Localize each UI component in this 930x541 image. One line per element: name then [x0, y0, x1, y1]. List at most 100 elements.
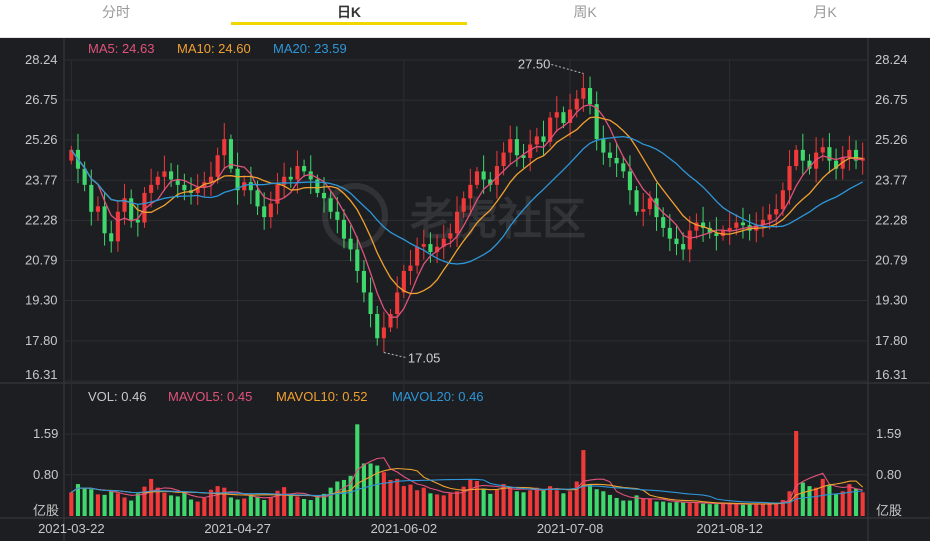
volume-bar: [587, 484, 593, 516]
ma10-line: [70, 116, 863, 295]
volume-bar: [574, 481, 579, 516]
price-tick-right: 25.26: [875, 132, 908, 147]
volume-bar: [268, 497, 273, 516]
candle-body: [235, 168, 240, 191]
candle-body: [102, 206, 107, 234]
low-marker: 17.05: [383, 351, 440, 366]
candle-body: [568, 109, 573, 123]
volume-bar: [614, 497, 619, 516]
candle-body: [222, 139, 227, 156]
candle-body: [574, 98, 579, 110]
tab-divider: [0, 37, 930, 38]
volume-bar: [787, 491, 792, 516]
mavol10-legend: MAVOL10: 0.52: [276, 389, 368, 404]
volume-bar: [687, 503, 692, 516]
tab-monthly-k[interactable]: 月K: [813, 4, 837, 20]
candle-body: [521, 155, 526, 158]
candle-body: [454, 211, 460, 234]
volume-bar: [361, 463, 366, 516]
tab-minute[interactable]: 分时: [102, 4, 130, 20]
volume-bar: [182, 491, 187, 516]
date-tick: 2021-08-12: [696, 521, 763, 536]
volume-bar: [474, 480, 480, 516]
candle-body: [707, 227, 712, 234]
candle-body: [308, 171, 313, 180]
vol-legend: VOL: 0.46: [88, 389, 147, 404]
volume-bar: [149, 478, 154, 516]
volume-bar: [428, 493, 433, 516]
mavol20-line: [71, 478, 863, 504]
candle-body: [182, 184, 187, 191]
candle-body: [760, 219, 765, 226]
volume-bar: [302, 499, 307, 516]
candle-body: [740, 222, 746, 226]
candle-body: [315, 179, 320, 193]
moving-average-lines: [70, 104, 864, 318]
candle-body: [541, 136, 546, 142]
volume-bar: [581, 450, 586, 516]
volume-tick-right: 0.80: [876, 467, 901, 482]
ma20-line: [70, 135, 864, 265]
candle-body: [302, 166, 307, 172]
volume-bar: [162, 492, 167, 516]
volume-average-lines: [71, 457, 864, 505]
volume-bar: [461, 486, 466, 516]
price-tick-right: 26.75: [875, 92, 908, 107]
candle-body: [355, 249, 360, 271]
volume-bar: [780, 500, 785, 516]
volume-bar: [348, 475, 353, 516]
volume-bar: [395, 478, 400, 516]
volume-bar: [315, 495, 320, 516]
candle-body: [587, 87, 593, 105]
candle-body: [501, 152, 506, 167]
price-gridlines: [64, 59, 868, 516]
volume-bar: [188, 499, 194, 516]
candle-body: [561, 112, 566, 123]
price-tick-right: 16.31: [875, 367, 908, 382]
volume-bar: [102, 494, 107, 516]
volume-bar: [155, 487, 160, 516]
tab-weekly-k[interactable]: 周K: [573, 4, 597, 20]
volume-bar: [641, 498, 646, 516]
candle-body: [554, 112, 559, 118]
volume-tick-right: 1.59: [876, 426, 901, 441]
volume-bar: [694, 502, 699, 516]
volume-bar: [242, 498, 247, 516]
volume-bar: [235, 499, 240, 516]
volume-bar: [195, 501, 200, 516]
volume-bar: [548, 486, 553, 516]
price-tick-left: 28.24: [25, 52, 58, 67]
volume-bar: [568, 491, 573, 516]
volume-bar: [508, 487, 513, 516]
candle-body: [321, 192, 327, 199]
volume-bar: [481, 488, 486, 516]
candle-body: [408, 265, 413, 271]
candle-body: [381, 327, 386, 339]
candle-body: [215, 155, 220, 177]
top-strip: [0, 38, 930, 60]
tab-daily-k[interactable]: 日K: [336, 4, 362, 20]
candle-body: [780, 190, 785, 210]
candle-body: [488, 179, 493, 185]
price-tick-right: 19.30: [875, 293, 908, 308]
volume-bar: [222, 487, 227, 516]
volume-bar: [129, 500, 134, 516]
price-tick-left: 20.79: [25, 252, 58, 267]
price-tick-left: 25.26: [25, 132, 58, 147]
candle-body: [474, 171, 480, 185]
volume-bar: [142, 486, 147, 516]
volume-bar: [488, 493, 493, 516]
volume-bar: [740, 504, 746, 516]
kline-chart[interactable]: 老虎社区 MA5: 24.63 MA10: 24.60 MA20: 23.59 …: [0, 38, 930, 541]
volume-bar: [381, 472, 386, 516]
candle-body: [654, 198, 659, 218]
candle-body: [787, 166, 792, 191]
candle-body: [335, 211, 340, 220]
volume-bar: [847, 484, 852, 516]
ma20-legend: MA20: 23.59: [273, 41, 347, 56]
price-tick-left: 19.30: [25, 293, 58, 308]
tiger-watermark: 老虎社区: [322, 183, 586, 249]
volume-bar: [681, 502, 686, 516]
price-tick-right: 22.28: [875, 212, 908, 227]
watermark-text: 老虎社区: [410, 195, 586, 244]
